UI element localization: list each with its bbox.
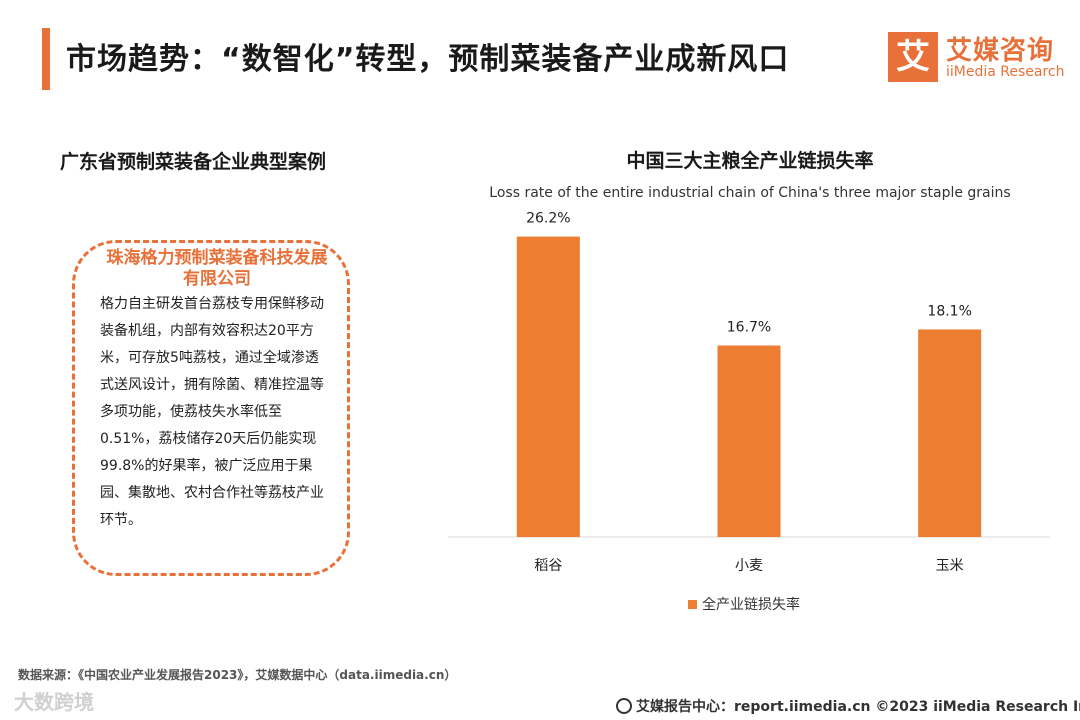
bar-0 xyxy=(516,236,580,537)
case-section-title: 广东省预制菜装备企业典型案例 xyxy=(60,151,327,173)
logo-badge-icon: 艾 xyxy=(888,32,938,82)
legend-label: 全产业链损失率 xyxy=(702,596,800,613)
report-center-footer[interactable]: 艾媒报告中心：report.iimedia.cn ©2023 iiMedia R… xyxy=(616,696,1080,716)
x-tick-label-2: 玉米 xyxy=(936,558,964,574)
case-card-border xyxy=(72,240,350,576)
chart-subtitle: Loss rate of the entire industrial chain… xyxy=(489,185,1010,201)
page-title: 市场趋势：“数智化”转型，预制菜装备产业成新风口 xyxy=(66,42,790,77)
chart-legend[interactable]: 全产业链损失率 xyxy=(688,596,800,613)
bar-value-label-0: 26.2% xyxy=(526,211,570,227)
data-source-note: 数据来源：《中国农业产业发展报告2023》，艾媒数据中心（data.iimedi… xyxy=(18,668,457,682)
case-company-name: 珠海格力预制菜装备科技发展有限公司 xyxy=(106,248,328,289)
logo-cn-text: 艾媒咨询 xyxy=(946,36,1055,66)
iimedia-logo[interactable]: 艾 艾媒咨询 iiMedia Research xyxy=(888,30,1068,86)
x-tick-label-0: 稻谷 xyxy=(534,558,562,574)
bar-value-label-1: 16.7% xyxy=(727,320,771,336)
bar-value-label-2: 18.1% xyxy=(927,303,971,319)
loss-rate-chart: 中国三大主粮全产业链损失率 Loss rate of the entire in… xyxy=(448,149,1050,613)
bar-2 xyxy=(918,329,982,537)
globe-icon xyxy=(616,698,632,714)
title-accent-bar xyxy=(42,28,50,90)
report-center-text: 艾媒报告中心：report.iimedia.cn ©2023 iiMedia R… xyxy=(636,699,1080,715)
logo-en-text: iiMedia Research xyxy=(946,64,1065,80)
watermark: 大数跨境 xyxy=(14,690,94,714)
legend-swatch-icon xyxy=(688,600,697,609)
x-tick-label-1: 小麦 xyxy=(735,558,763,574)
bar-1 xyxy=(717,345,781,537)
case-description: 格力自主研发首台荔枝专用保鲜移动装备机组，内部有效容积达20平方米，可存放5吨荔… xyxy=(100,296,324,528)
chart-title: 中国三大主粮全产业链损失率 xyxy=(626,149,873,172)
